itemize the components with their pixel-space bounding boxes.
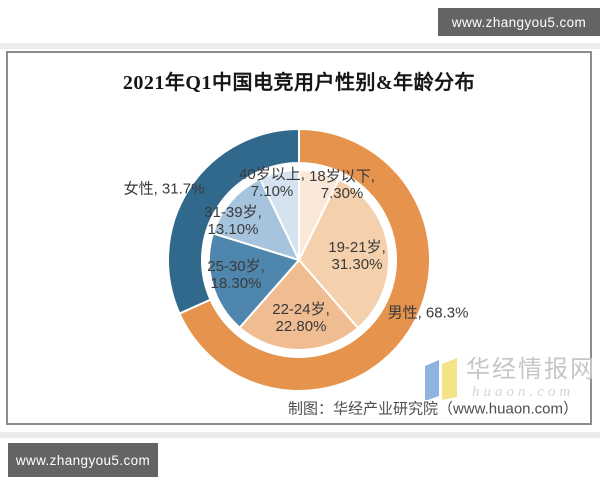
pie-slice-outer [178,127,431,392]
huaon-watermark: 华经情报网 huaon.com [424,356,596,400]
huaon-watermark-text: 华经情报网 [466,356,596,383]
divider-strip-top [0,43,600,49]
pie-slice-inner [211,177,301,262]
pie-slice-inner [208,232,301,330]
chart-title: 2021年Q1中国电竞用户性别&年龄分布 [122,72,476,94]
pie-slice-outer [167,127,300,315]
source-note: 制图：华经产业研究院（www.huaon.com） [287,400,579,418]
pie-slice-inner [258,168,300,261]
pie-slice-inner [297,177,391,330]
watermark-banner-top-text: www.zhangyou5.com [451,14,587,30]
pie-slice-inner [238,258,360,351]
watermark-banner-bottom: www.zhangyou5.com [8,443,158,477]
book-icon [425,358,457,400]
watermark-banner-top: www.zhangyou5.com [438,8,600,36]
watermark-banner-bottom-text: www.zhangyou5.com [15,452,151,468]
huaon-watermark-domain: huaon.com [472,384,575,400]
divider-strip-bottom [0,432,600,438]
